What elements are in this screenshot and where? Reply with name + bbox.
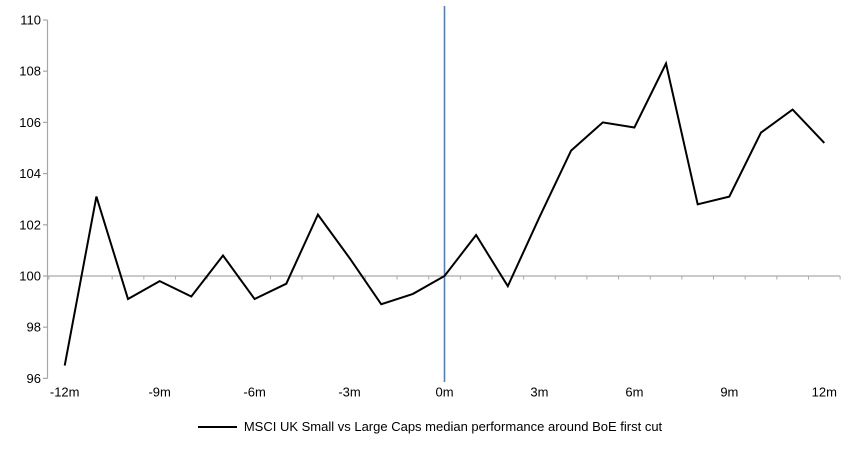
x-tick-label: 12m (812, 385, 837, 400)
legend: MSCI UK Small vs Large Caps median perfo… (0, 419, 852, 434)
series-line (63, 60, 826, 366)
y-tick-label: 110 (20, 13, 41, 28)
y-axis: 96 98 100 102 104 106 108 110 (19, 13, 49, 386)
legend-line-swatch (197, 425, 237, 428)
x-tick-label: 6m (625, 385, 643, 400)
y-tick-label: 102 (19, 217, 41, 232)
y-tick-label: 104 (19, 166, 41, 181)
x-tick-label: -12m (50, 385, 80, 400)
y-tick-label: 100 (19, 269, 41, 284)
y-tick-label: 106 (19, 115, 41, 130)
y-tick-label: 98 (27, 320, 41, 335)
x-axis-labels: -12m -9m -6m -3m 0m 3m 6m 9m 12m (50, 385, 837, 400)
y-tick-label: 108 (19, 64, 41, 79)
x-tick-label: -3m (338, 385, 360, 400)
legend-label: MSCI UK Small vs Large Caps median perfo… (243, 419, 663, 434)
x-tick-label: 0m (435, 385, 453, 400)
x-tick-label: -9m (148, 385, 170, 400)
x-tick-label: 9m (720, 385, 738, 400)
x-tick-label: 3m (530, 385, 548, 400)
y-tick-label: 96 (27, 371, 41, 386)
x-tick-label: -6m (243, 385, 265, 400)
